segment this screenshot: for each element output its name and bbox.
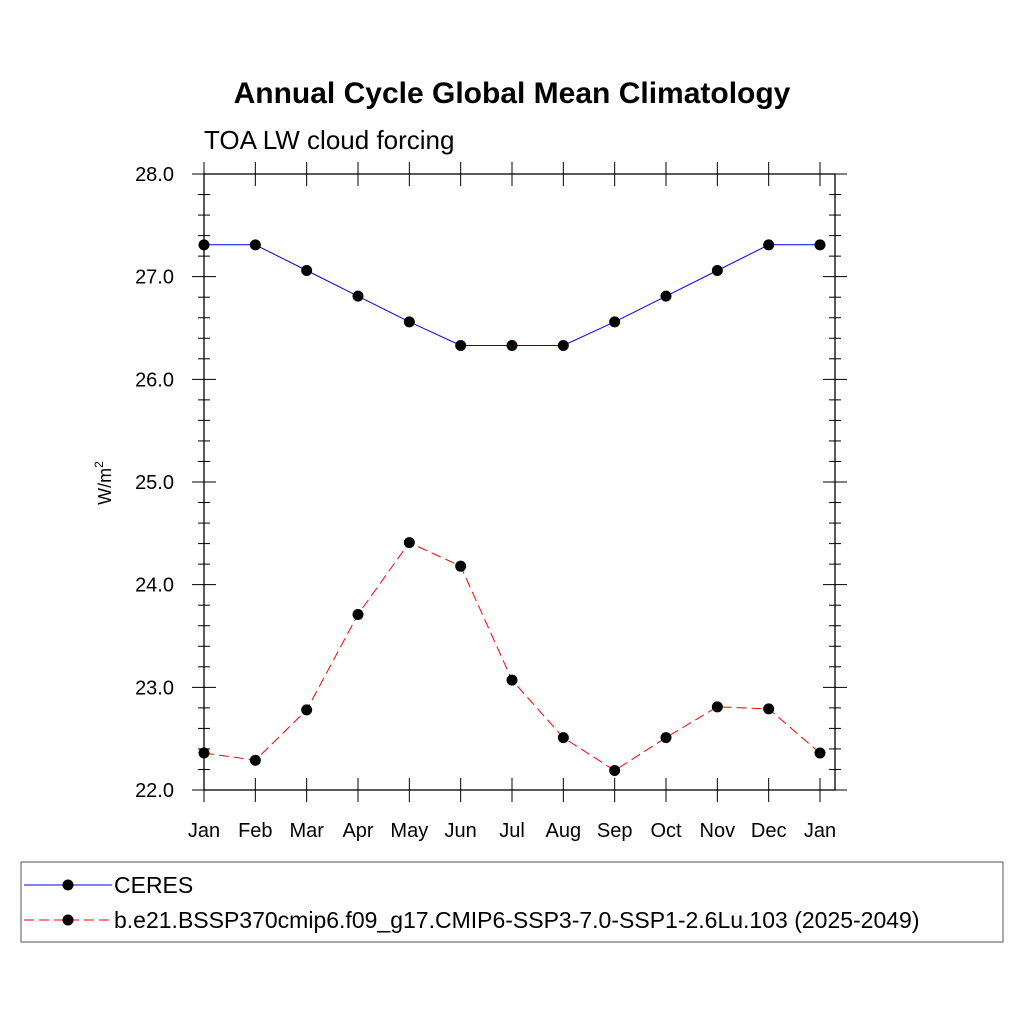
data-point-series-1 bbox=[198, 747, 210, 759]
x-tick-label: Mar bbox=[289, 820, 324, 842]
data-point-series-0 bbox=[301, 265, 313, 277]
y-tick-label: 23.0 bbox=[135, 677, 174, 699]
chart-title: Annual Cycle Global Mean Climatology bbox=[234, 77, 791, 110]
data-point-series-0 bbox=[506, 339, 518, 351]
x-tick-label: Jun bbox=[445, 820, 477, 842]
x-tick-label: Nov bbox=[700, 820, 736, 842]
data-point-series-1 bbox=[506, 674, 518, 686]
data-point-series-0 bbox=[763, 239, 775, 251]
x-tick-label: Jul bbox=[499, 820, 525, 842]
data-point-series-1 bbox=[711, 701, 723, 713]
legend-marker-0 bbox=[62, 879, 74, 891]
y-axis-label-base: W/m bbox=[95, 468, 115, 505]
data-point-series-0 bbox=[557, 339, 569, 351]
data-point-series-0 bbox=[455, 339, 467, 351]
data-point-series-0 bbox=[711, 265, 723, 277]
x-tick-label: Aug bbox=[546, 820, 582, 842]
data-point-series-1 bbox=[455, 560, 467, 572]
data-point-series-0 bbox=[198, 239, 210, 251]
x-tick-label: Feb bbox=[238, 820, 272, 842]
x-tick-label: Oct bbox=[650, 820, 682, 842]
data-point-series-1 bbox=[403, 537, 415, 549]
series-line-0 bbox=[204, 244, 820, 346]
legend-marker-1 bbox=[62, 914, 74, 926]
x-tick-label: May bbox=[390, 820, 428, 842]
x-tick-label: Dec bbox=[751, 820, 787, 842]
data-point-series-0 bbox=[249, 239, 261, 251]
data-point-series-1 bbox=[249, 754, 261, 766]
y-tick-label: 22.0 bbox=[135, 780, 174, 802]
legend-label-0: CERES bbox=[114, 872, 193, 898]
x-tick-label: Sep bbox=[597, 820, 633, 842]
data-point-series-1 bbox=[763, 703, 775, 715]
data-point-series-0 bbox=[403, 316, 415, 328]
plot-area: 22.0 23.0 24.0 25.0 26.0 27.0 28.0 Jan Feb Mar Apr… bbox=[135, 162, 847, 842]
series-line-1 bbox=[203, 541, 821, 772]
y-tick-label: 28.0 bbox=[135, 164, 174, 186]
data-point-series-0 bbox=[609, 316, 621, 328]
data-point-series-0 bbox=[352, 290, 364, 302]
y-tick-label: 26.0 bbox=[135, 369, 174, 391]
y-axis-label: W/m2 bbox=[92, 461, 115, 505]
data-point-series-1 bbox=[557, 732, 569, 744]
data-point-series-0 bbox=[814, 239, 826, 251]
data-point-series-1 bbox=[301, 704, 313, 716]
data-point-series-1 bbox=[352, 608, 364, 620]
data-point-series-1 bbox=[814, 747, 826, 759]
data-point-series-0 bbox=[660, 290, 672, 302]
x-tick-label: Jan bbox=[804, 820, 836, 842]
x-tick-label: Jan bbox=[188, 820, 220, 842]
x-tick-label: Apr bbox=[342, 820, 373, 842]
legend-label-1: b.e21.BSSP370cmip6.f09_g17.CMIP6-SSP3-7.… bbox=[114, 907, 920, 933]
data-point-series-1 bbox=[609, 764, 621, 776]
y-tick-label: 25.0 bbox=[135, 472, 174, 494]
y-tick-label: 24.0 bbox=[135, 575, 174, 597]
y-tick-label: 27.0 bbox=[135, 267, 174, 289]
legend: CERES b.e21.BSSP370cmip6.f09_g17.CMIP6-SS… bbox=[20, 861, 1004, 943]
chart-subtitle: TOA LW cloud forcing bbox=[204, 125, 454, 155]
data-point-series-1 bbox=[660, 732, 672, 744]
legend-box bbox=[20, 861, 1004, 943]
y-axis-label-superscript: 2 bbox=[92, 461, 106, 468]
